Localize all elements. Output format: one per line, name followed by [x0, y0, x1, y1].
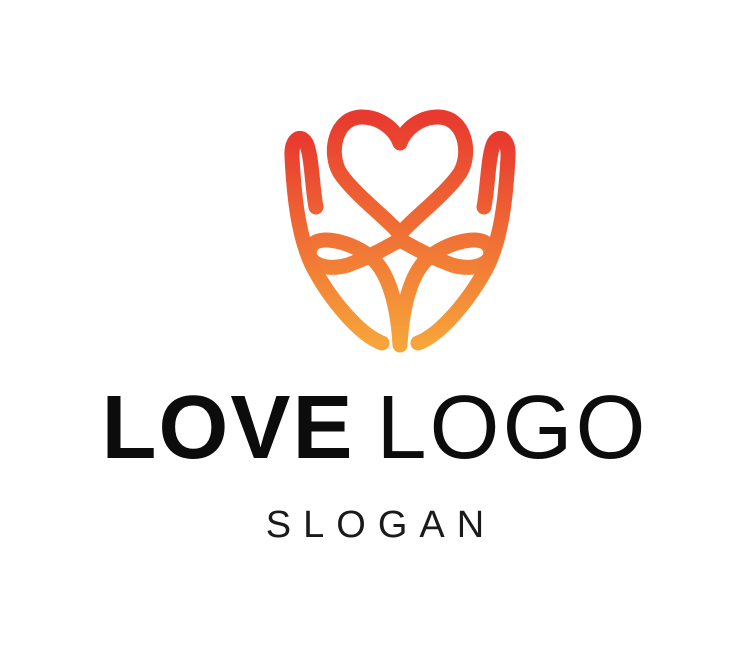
right-hand-path: [410, 131, 516, 351]
brand-name-light: LOGO: [376, 378, 649, 478]
left-hand-path: [284, 131, 390, 351]
brand-name-bold: LOVE: [101, 378, 355, 478]
brand-wordmark: LOVE LOGO: [0, 378, 750, 478]
slogan-text: SLOGAN: [265, 504, 497, 546]
hands-holding-heart-icon: [284, 109, 516, 353]
